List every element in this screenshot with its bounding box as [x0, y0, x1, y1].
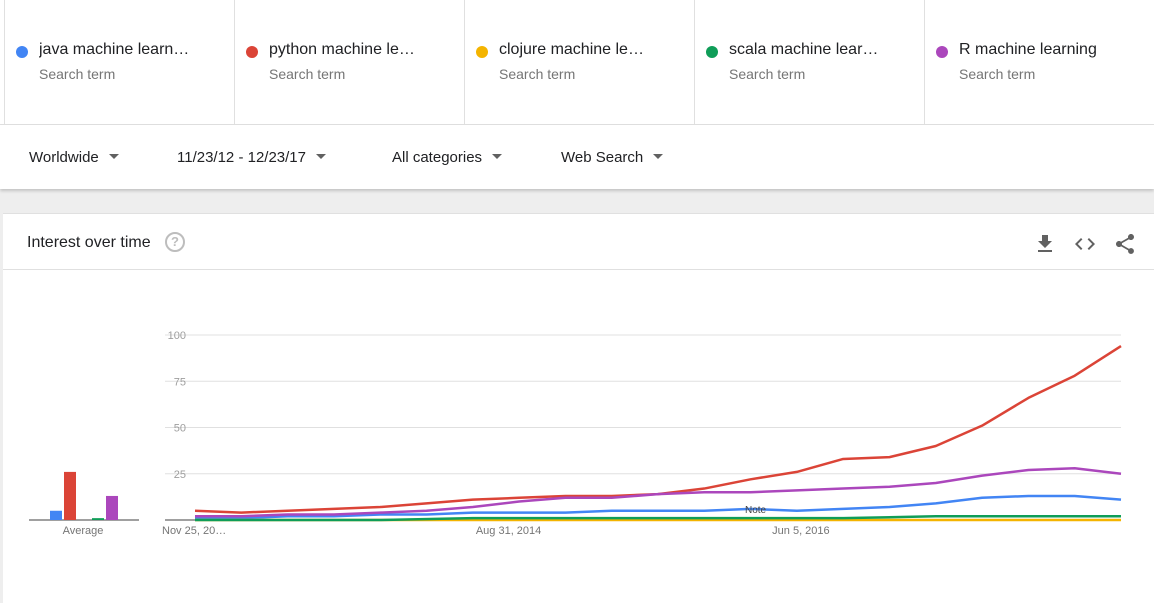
- embed-code-icon[interactable]: [1073, 232, 1097, 256]
- series-line-java-machine-learning: [195, 494, 1122, 520]
- date-range-dropdown[interactable]: 11/23/12 - 12/23/17: [177, 149, 326, 166]
- search-term-r[interactable]: R machine learning Search term: [924, 0, 1154, 125]
- category-label: All categories: [392, 149, 483, 166]
- series-color-dot: [706, 46, 718, 58]
- search-term-type: Search term: [499, 66, 576, 82]
- region-label: Worldwide: [29, 149, 99, 166]
- dropdown-caret-icon: [492, 153, 503, 159]
- search-term-python[interactable]: python machine le… Search term: [234, 0, 464, 125]
- search-term-java[interactable]: java machine learn… Search term: [4, 0, 234, 125]
- average-bar: [106, 495, 118, 520]
- help-icon[interactable]: ?: [165, 232, 185, 252]
- series-line-scala-machine-learning: [195, 515, 1121, 522]
- category-dropdown[interactable]: All categories: [392, 149, 503, 166]
- interest-over-time-card: Interest over time ? 100 75 50 25 Nov 25, 2…: [3, 213, 1154, 603]
- search-type-label: Web Search: [561, 149, 644, 166]
- search-term-scala[interactable]: scala machine lear… Search term: [694, 0, 924, 125]
- x-tick-label: Jun 5, 2016: [772, 525, 830, 537]
- note-annotation[interactable]: Note: [745, 505, 767, 516]
- search-term-type: Search term: [959, 66, 1036, 82]
- date-range-label: 11/23/12 - 12/23/17: [177, 149, 306, 166]
- series-line-r-machine-learning: [195, 466, 1122, 518]
- search-term-clojure[interactable]: clojure machine le… Search term: [464, 0, 694, 125]
- share-icon[interactable]: [1113, 232, 1137, 256]
- x-tick-label: Nov 25, 20…: [162, 525, 226, 537]
- search-term-type: Search term: [39, 66, 116, 82]
- x-tick-label: Aug 31, 2014: [476, 525, 541, 537]
- interest-chart: 100 75 50 25 Nov 25, 20… Aug 31, 2014 Jun 5, …: [29, 330, 1122, 537]
- series-color-dot: [476, 46, 488, 58]
- series-color-dot: [936, 46, 948, 58]
- dropdown-caret-icon: [316, 153, 326, 159]
- y-tick-label: 25: [174, 469, 186, 481]
- series-line-python-machine-learning: [194, 345, 1122, 514]
- y-tick-labels: 100 75 50 25: [168, 330, 186, 481]
- search-term-name: clojure machine le…: [499, 41, 644, 58]
- search-term-name: R machine learning: [959, 41, 1097, 58]
- average-bar: [92, 518, 104, 520]
- search-term-type: Search term: [269, 66, 346, 82]
- dropdown-caret-icon: [653, 153, 664, 159]
- search-type-dropdown[interactable]: Web Search: [561, 149, 664, 166]
- average-label: Average: [63, 525, 104, 537]
- series-color-dot: [246, 46, 258, 58]
- average-bars: [29, 471, 139, 521]
- x-tick-labels: Nov 25, 20… Aug 31, 2014 Jun 5, 2016: [162, 525, 830, 537]
- region-dropdown[interactable]: Worldwide: [29, 149, 119, 166]
- y-tick-label: 50: [174, 423, 186, 435]
- card-header: Interest over time ?: [3, 214, 1154, 270]
- y-tick-label: 100: [168, 330, 186, 342]
- download-icon[interactable]: [1033, 232, 1057, 256]
- search-term-type: Search term: [729, 66, 806, 82]
- series-color-dot: [16, 46, 28, 58]
- card-title: Interest over time: [27, 234, 151, 251]
- series-lines: [194, 345, 1122, 522]
- search-term-name: java machine learn…: [39, 41, 190, 58]
- search-term-name: scala machine lear…: [729, 41, 879, 58]
- search-terms-bar: java machine learn… Search term python m…: [0, 0, 1154, 125]
- average-bar: [64, 471, 76, 520]
- y-tick-label: 75: [174, 376, 186, 388]
- average-bar: [50, 510, 62, 520]
- search-term-name: python machine le…: [269, 41, 415, 58]
- dropdown-caret-icon: [108, 153, 119, 159]
- filter-bar: Worldwide 11/23/12 - 12/23/17 All catego…: [0, 125, 1154, 189]
